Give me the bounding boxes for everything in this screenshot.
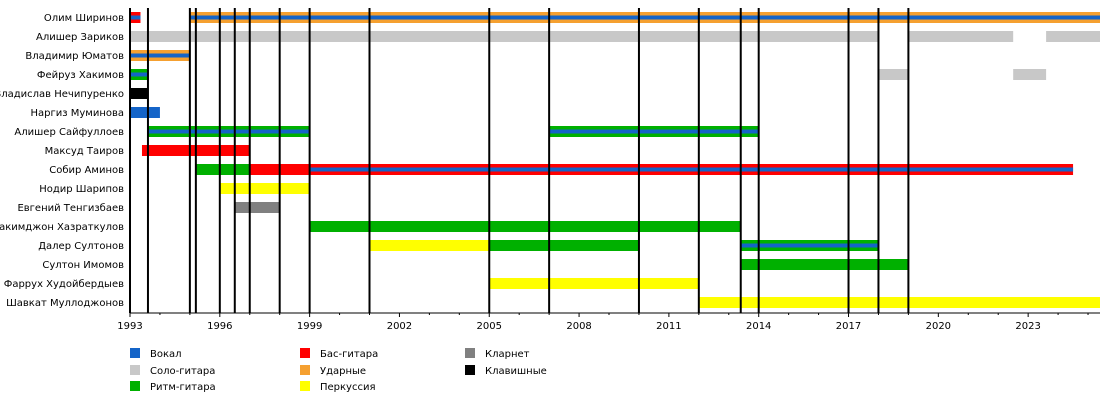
- rhythm-bar: [740, 259, 909, 270]
- member-name: Султон Имомов: [42, 260, 124, 271]
- vocal-stripe: [740, 243, 879, 248]
- vocal-stripe: [130, 53, 190, 58]
- member-name: Олим Ширинов: [44, 13, 124, 24]
- vocal-stripe: [130, 15, 141, 20]
- legend-swatch-bass: [300, 348, 310, 358]
- perc-bar: [369, 240, 490, 251]
- x-axis: 1993 1996 1999 2002 2005 2008 2011 2014 2017 2020…: [117, 312, 1100, 332]
- lead-bar: [1046, 31, 1100, 42]
- tick-label: 2005: [477, 321, 502, 332]
- member-name: Далер Султонов: [38, 241, 124, 252]
- member-name: Евгений Тенгизбаев: [17, 203, 124, 214]
- member-name: Нодир Шарипов: [39, 184, 124, 195]
- legend-swatch-clarinet: [465, 348, 475, 358]
- legend-swatch-perc: [300, 381, 310, 391]
- legend: Вокал Соло-гитара Ритм-гитара Бас-гитара Уда…: [130, 348, 547, 393]
- member-bars: [130, 12, 1100, 308]
- legend-swatch-drums: [300, 365, 310, 375]
- lead-bar: [878, 69, 909, 80]
- event-lines: [129, 8, 910, 313]
- clarinet-bar: [234, 202, 280, 213]
- legend-swatch-vocal: [130, 348, 140, 358]
- tick-label: 1999: [297, 321, 322, 332]
- lead-bar: [1013, 69, 1047, 80]
- member-name: Алишер Зариков: [36, 32, 124, 43]
- vocal-stripe: [189, 15, 1100, 20]
- tick-label: 2002: [387, 321, 412, 332]
- rhythm-bar: [489, 240, 639, 251]
- perc-bar: [698, 297, 1100, 308]
- tick-label: 2017: [836, 321, 861, 332]
- perc-bar: [489, 278, 699, 289]
- legend-swatch-keys: [465, 365, 475, 375]
- legend-label: Кларнет: [485, 349, 530, 360]
- member-name: Наргиз Муминова: [30, 108, 124, 119]
- legend-swatch-rhythm: [130, 381, 140, 391]
- member-name: Фаррух Худойбердыев: [4, 279, 124, 290]
- legend-label: Клавишные: [485, 366, 547, 377]
- member-name: Владислав Нечипуренко: [0, 89, 124, 100]
- member-name: Фейруз Хакимов: [37, 70, 124, 81]
- lead-bar: [908, 31, 1014, 42]
- vocal-stripe: [549, 129, 759, 134]
- keys-bar: [130, 88, 148, 99]
- tick-label: 2008: [566, 321, 591, 332]
- vocal-stripe: [147, 129, 310, 134]
- tick-label: 2014: [746, 321, 771, 332]
- legend-label: Ритм-гитара: [150, 382, 216, 393]
- rhythm-bar: [195, 164, 250, 175]
- legend-swatch-lead: [130, 365, 140, 375]
- legend-label: Соло-гитара: [150, 366, 215, 377]
- rhythm-bar: [309, 221, 741, 232]
- vocal-stripe: [309, 167, 1074, 172]
- member-name: Владимир Юматов: [25, 51, 124, 62]
- member-name: Шавкат Муллоджонов: [6, 298, 124, 309]
- tick-label: 1993: [117, 321, 142, 332]
- legend-label: Вокал: [150, 349, 182, 360]
- legend-label: Перкуссия: [320, 382, 376, 393]
- vocal-stripe: [130, 72, 148, 77]
- tick-label: 2011: [656, 321, 681, 332]
- member-name: Максуд Таиров: [45, 146, 125, 157]
- tick-label: 2020: [926, 321, 951, 332]
- perc-bar: [219, 183, 310, 194]
- lead-bar: [130, 31, 879, 42]
- member-names: Олим Ширинов Алишер Зариков Владимир Юмато…: [0, 13, 124, 309]
- legend-label: Бас-гитара: [320, 349, 378, 360]
- tick-label: 1996: [207, 321, 232, 332]
- member-name: Собир Аминов: [49, 165, 124, 176]
- vocal-bar: [130, 107, 160, 118]
- legend-label: Ударные: [320, 366, 366, 377]
- tick-label: 2023: [1015, 321, 1040, 332]
- member-name: Хакимджон Хазраткулов: [0, 222, 124, 233]
- member-name: Алишер Сайфуллоев: [14, 127, 124, 138]
